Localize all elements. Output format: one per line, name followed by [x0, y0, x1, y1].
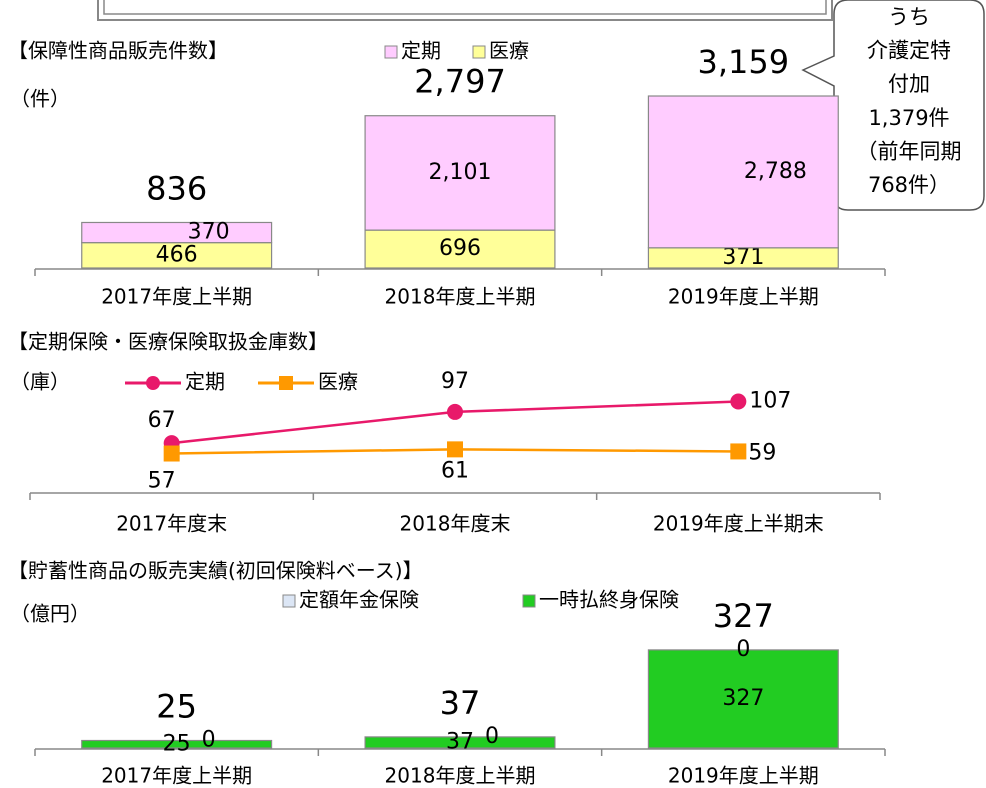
- segment-label: 0: [485, 724, 499, 749]
- legend-label: 定額年金保険: [299, 588, 419, 612]
- x-tick-label: 2019年度上半期: [668, 764, 819, 788]
- x-tick-label: 2018年度上半期: [385, 764, 536, 788]
- legend-label: 定期: [185, 370, 225, 394]
- marker: [447, 403, 463, 420]
- chart-title: 【保障性商品販売件数】: [8, 39, 228, 63]
- legend-marker: [146, 376, 160, 390]
- data-label: 97: [441, 369, 469, 394]
- chart-title: 【定期保険・医療保険取扱金庫数】: [8, 330, 328, 354]
- callout-text: 1,379件: [868, 106, 949, 130]
- legend-marker: [279, 376, 293, 390]
- segment-label: 37: [446, 729, 474, 754]
- segment-label: 2,788: [744, 159, 807, 184]
- data-label: 61: [441, 458, 469, 483]
- segment-label: 2,101: [429, 160, 492, 185]
- legend-label: 一時払終身保険: [539, 588, 679, 612]
- bar-segment: [647, 649, 839, 749]
- unit-label: （件）: [10, 87, 70, 111]
- segment-label: 370: [188, 220, 230, 245]
- marker: [163, 445, 180, 462]
- data-label: 107: [749, 389, 791, 414]
- segment-label: 25: [163, 731, 191, 756]
- legend-swatch: [522, 594, 536, 608]
- total-label: 37: [440, 684, 481, 722]
- callout-text: （前年同期: [857, 139, 962, 163]
- x-tick-label: 2017年度上半期: [101, 285, 252, 309]
- total-label: 327: [713, 597, 774, 635]
- header-frame-inner: [103, 0, 827, 15]
- total-label: 25: [156, 688, 197, 726]
- bar-segment: [647, 95, 839, 249]
- marker: [730, 393, 747, 410]
- bar-segment: [364, 115, 556, 231]
- total-label: 3,159: [698, 43, 790, 81]
- segment-label: 371: [722, 245, 764, 270]
- total-label: 2,797: [414, 63, 506, 101]
- callout-text: 768件）: [868, 173, 950, 197]
- chart-title: 【貯蓄性商品の販売実績(初回保険料ベース)】: [8, 559, 423, 583]
- bar-segment: [364, 736, 556, 749]
- legend-label: 医療: [489, 39, 529, 63]
- segment-label: 696: [439, 236, 481, 261]
- bar-segment: [81, 242, 273, 269]
- x-tick-label: 2017年度末: [116, 512, 227, 536]
- bar-segment: [364, 229, 556, 269]
- data-label: 67: [148, 408, 176, 433]
- bar-segment: [81, 221, 273, 244]
- segment-label: 327: [722, 686, 764, 711]
- legend-swatch: [282, 594, 296, 608]
- x-tick-label: 2018年度末: [400, 512, 511, 536]
- bar-segment: [81, 739, 273, 749]
- unit-label: （庫）: [10, 370, 70, 394]
- legend-swatch: [384, 45, 398, 59]
- unit-label: （億円）: [10, 602, 90, 626]
- callout-text: 付加: [888, 72, 930, 96]
- marker: [447, 441, 463, 458]
- segment-label: 0: [202, 728, 216, 753]
- callout-text: 介護定特: [867, 39, 951, 63]
- data-label: 59: [748, 440, 776, 465]
- segment-label: 466: [156, 242, 198, 267]
- callout-bubble: [801, 0, 985, 211]
- x-tick-label: 2019年度上半期末: [653, 512, 824, 536]
- legend-label: 定期: [401, 39, 441, 63]
- total-label: 836: [146, 169, 207, 207]
- callout-text: うち: [888, 5, 930, 29]
- x-tick-label: 2018年度上半期: [385, 285, 536, 309]
- legend-swatch: [472, 45, 486, 59]
- marker: [730, 443, 747, 460]
- segment-label: 0: [736, 637, 750, 662]
- data-label: 57: [148, 469, 176, 494]
- x-tick-label: 2017年度上半期: [101, 764, 252, 788]
- legend-label: 医療: [318, 370, 358, 394]
- x-tick-label: 2019年度上半期: [668, 285, 819, 309]
